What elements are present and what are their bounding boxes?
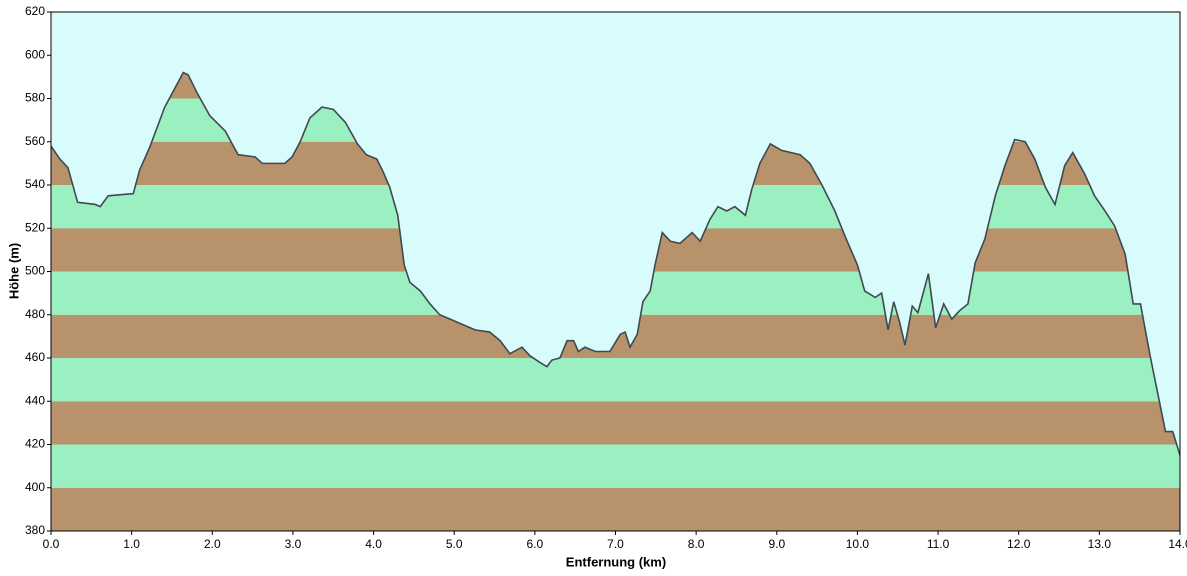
y-tick-label: 500 — [25, 264, 45, 278]
x-tick-label: 14.0 — [1168, 537, 1187, 551]
y-tick-label: 400 — [25, 480, 45, 494]
x-tick-label: 3.0 — [285, 537, 302, 551]
y-tick-label: 440 — [25, 393, 45, 407]
elevation-band — [51, 487, 1180, 531]
x-tick-label: 2.0 — [204, 537, 221, 551]
x-tick-label: 4.0 — [365, 537, 382, 551]
x-tick-label: 5.0 — [446, 537, 463, 551]
x-tick-label: 8.0 — [688, 537, 705, 551]
x-axis-title: Entfernung (km) — [566, 554, 666, 569]
y-tick-label: 580 — [25, 91, 45, 105]
elevation-line — [50, 71, 1181, 456]
elevation-band — [51, 401, 1180, 445]
y-tick-label: 460 — [25, 350, 45, 364]
x-tick-label: 6.0 — [527, 537, 544, 551]
x-tick-label: 9.0 — [768, 537, 785, 551]
y-tick-label: 600 — [25, 47, 45, 61]
y-tick-label: 420 — [25, 437, 45, 451]
x-tick-label: 13.0 — [1088, 537, 1112, 551]
x-tick-label: 12.0 — [1007, 537, 1031, 551]
y-tick-label: 620 — [25, 4, 45, 18]
y-tick-label: 380 — [25, 523, 45, 537]
elevation-band — [51, 358, 1180, 402]
y-axis-title: Höhe (m) — [6, 243, 21, 299]
x-tick-label: 10.0 — [846, 537, 870, 551]
elevation-band — [51, 444, 1180, 488]
y-tick-label: 480 — [25, 307, 45, 321]
y-tick-label: 560 — [25, 134, 45, 148]
x-tick-label: 0.0 — [43, 537, 60, 551]
y-tick-label: 540 — [25, 177, 45, 191]
x-tick-label: 11.0 — [927, 537, 950, 551]
x-tick-label: 7.0 — [607, 537, 624, 551]
y-tick-label: 520 — [25, 220, 45, 234]
x-tick-label: 1.0 — [123, 537, 140, 551]
